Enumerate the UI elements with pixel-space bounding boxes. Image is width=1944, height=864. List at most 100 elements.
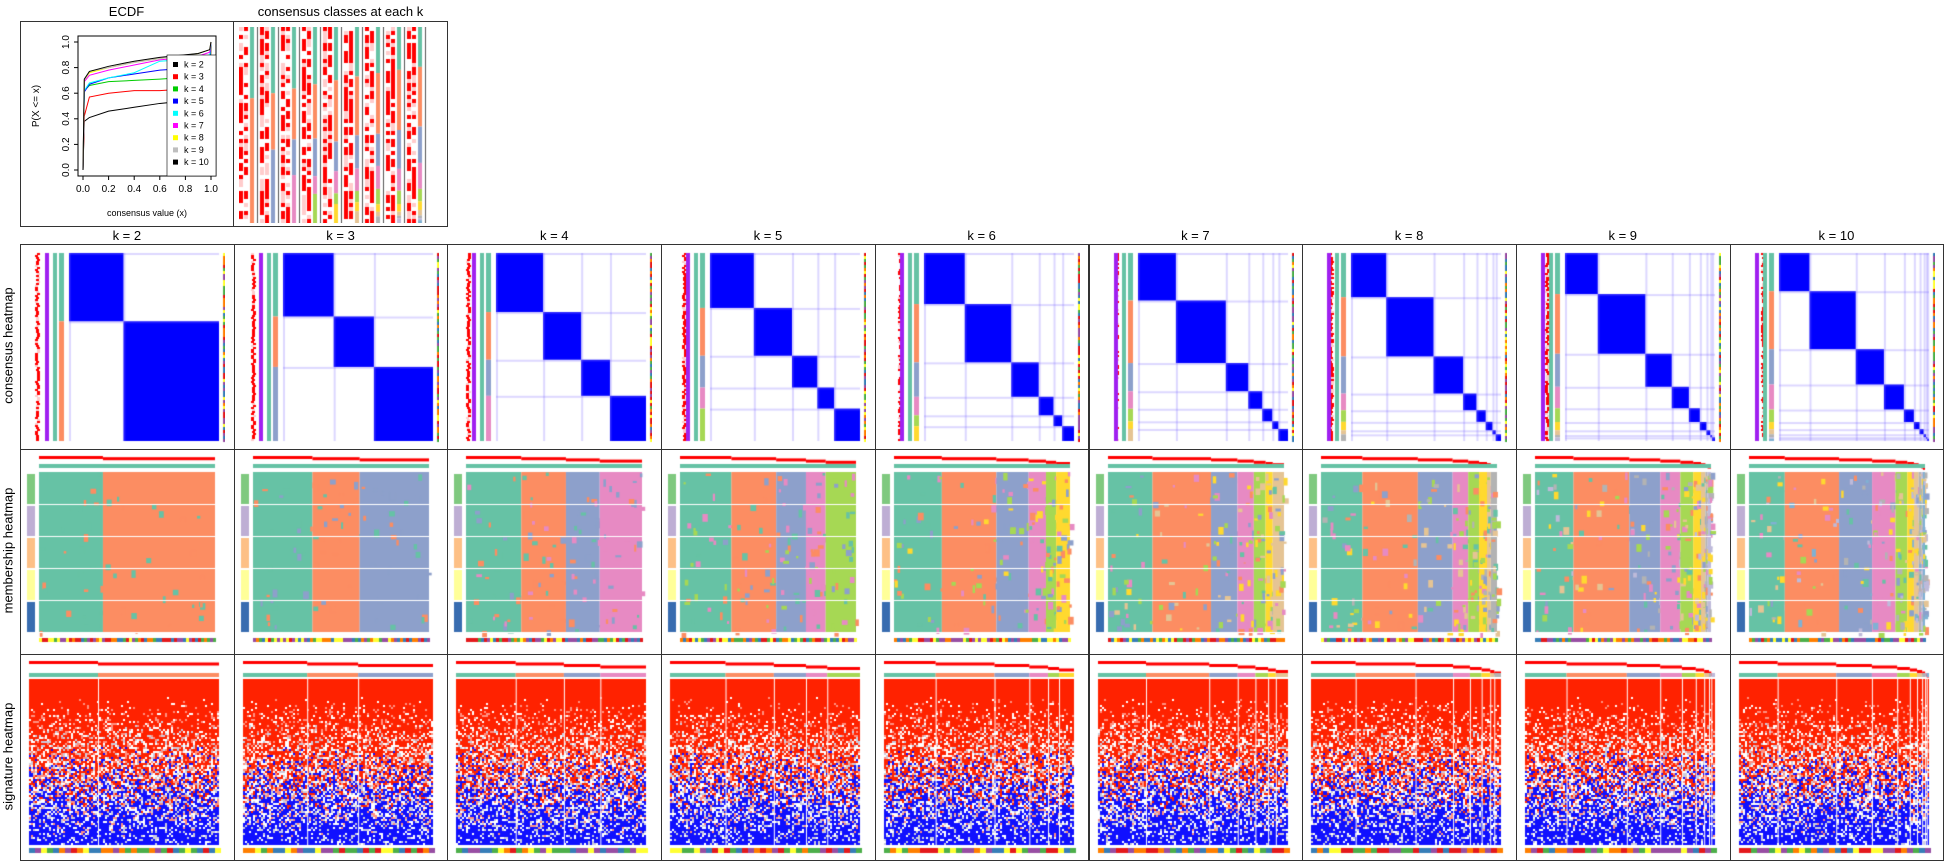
consensus-matrix-k2 [25, 249, 225, 445]
panel-title-k3: k = 3 [326, 228, 355, 243]
legend-label-k8: k = 8 [184, 133, 204, 143]
signature-heatmap-k8 [1302, 654, 1517, 861]
membership-matrix-k10 [1734, 454, 1935, 650]
membership-heatmap-k2 [20, 449, 235, 655]
consensus-matrix-k5 [666, 249, 867, 445]
consensus-heatmap-k5 [661, 244, 876, 450]
legend-swatch-k4 [173, 86, 178, 92]
signature-matrix-k8 [1307, 659, 1508, 856]
y-axis-label: P(X <= x) [31, 85, 42, 127]
membership-matrix-k9 [1520, 454, 1721, 650]
panel-title-k2: k = 2 [112, 228, 142, 243]
y-tick-label: 1.0 [61, 35, 72, 49]
consensus-heatmap-k2 [20, 244, 235, 450]
ecdf-line-k7 [82, 41, 212, 171]
membership-heatmap-k7 [1088, 449, 1304, 655]
x-tick-label: 0.0 [76, 184, 90, 195]
signature-matrix-k9 [1520, 659, 1721, 856]
membership-matrix-k6 [879, 454, 1080, 650]
consensus-heatmap-k6 [874, 244, 1090, 450]
legend-swatch-k3 [173, 74, 178, 80]
legend-label-k10: k = 10 [184, 157, 209, 167]
membership-matrix-k8 [1307, 454, 1508, 650]
consensus-matrix-k4 [452, 249, 653, 445]
signature-matrix-k5 [666, 659, 867, 856]
panel-title-k5: k = 5 [753, 228, 783, 243]
membership-heatmap-k8 [1302, 449, 1517, 655]
membership-matrix-k4 [452, 454, 653, 650]
y-tick-label: 0.8 [61, 60, 72, 74]
panel-title-k7: k = 7 [1181, 228, 1210, 243]
legend-swatch-k6 [173, 110, 178, 116]
consensus-classes-panel [233, 21, 448, 227]
classes-title: consensus classes at each k [257, 4, 424, 19]
consensus-matrix-k6 [879, 249, 1080, 445]
legend-label-k6: k = 6 [184, 108, 204, 118]
consensus-matrix-k3 [238, 249, 439, 445]
x-axis-label: consensus value (x) [107, 208, 187, 218]
membership-matrix-k3 [238, 454, 439, 650]
panel-title-k8: k = 8 [1394, 228, 1424, 243]
legend-label-k7: k = 7 [184, 121, 204, 131]
legend-swatch-k8 [173, 135, 178, 141]
row-label-signature: signature heatmap [0, 702, 16, 811]
row-label-consensus: consensus heatmap [0, 287, 16, 404]
consensus-heatmap-k8 [1302, 244, 1517, 450]
y-tick-label: 0.2 [61, 137, 72, 151]
membership-heatmap-k9 [1515, 449, 1731, 655]
signature-matrix-k4 [452, 659, 653, 856]
membership-heatmap-k4 [447, 449, 663, 655]
membership-heatmap-k3 [233, 449, 449, 655]
x-tick-label: 0.2 [102, 184, 116, 195]
ecdf-title: ECDF [108, 4, 145, 19]
x-tick-label: 0.8 [178, 184, 192, 195]
consensus-matrix-k9 [1520, 249, 1721, 445]
legend-label-k3: k = 3 [184, 72, 204, 82]
consensus-heatmap-k3 [233, 244, 449, 450]
legend-swatch-k2 [173, 62, 178, 67]
membership-heatmap-k10 [1729, 449, 1944, 655]
consensus-matrix-k8 [1307, 249, 1508, 445]
legend-swatch-k5 [173, 98, 178, 104]
signature-heatmap-k7 [1088, 654, 1304, 861]
legend-swatch-k10 [173, 159, 178, 165]
membership-matrix-k7 [1093, 454, 1294, 650]
consensus-classes-heatmap [239, 27, 439, 223]
consensus-matrix-k10 [1734, 249, 1935, 445]
signature-matrix-k3 [238, 659, 439, 856]
row-label-membership: membership heatmap [0, 487, 16, 614]
signature-heatmap-k6 [874, 654, 1090, 861]
consensus-heatmap-k9 [1515, 244, 1731, 450]
x-tick-label: 0.6 [153, 184, 167, 195]
signature-heatmap-k5 [661, 654, 876, 861]
panel-title-k10: k = 10 [1818, 228, 1855, 243]
consensus-heatmap-k4 [447, 244, 663, 450]
legend-swatch-k7 [173, 123, 178, 128]
y-tick-label: 0.0 [61, 163, 72, 177]
signature-matrix-k7 [1093, 659, 1294, 856]
legend-label-k9: k = 9 [184, 145, 204, 155]
membership-heatmap-k5 [661, 449, 876, 655]
x-tick-label: 1.0 [204, 184, 218, 195]
y-tick-label: 0.6 [61, 86, 72, 100]
consensus-matrix-k7 [1093, 249, 1294, 445]
membership-matrix-k2 [25, 454, 225, 650]
signature-heatmap-k2 [20, 654, 235, 861]
panel-title-k6: k = 6 [967, 228, 996, 243]
legend-label-k4: k = 4 [184, 84, 204, 94]
legend-swatch-k9 [173, 147, 178, 153]
legend-label-k5: k = 5 [184, 96, 204, 106]
signature-matrix-k10 [1734, 659, 1935, 856]
panel-title-k9: k = 9 [1608, 228, 1637, 243]
consensus-heatmap-k10 [1729, 244, 1944, 450]
membership-matrix-k5 [666, 454, 867, 650]
ecdf-line-k10 [82, 41, 212, 171]
signature-heatmap-k3 [233, 654, 449, 861]
membership-heatmap-k6 [874, 449, 1090, 655]
signature-heatmap-k10 [1729, 654, 1944, 861]
ecdf-chart: 0.0 0.2 0.4 0.6 0.8 1.0 0.0 0.2 0.4 0.6 0.8 1.0 cons… [31, 35, 218, 218]
ecdf-panel: 0.0 0.2 0.4 0.6 0.8 1.0 0.0 0.2 0.4 0.6 0.8 1.0 cons… [20, 21, 234, 227]
signature-heatmap-k9 [1515, 654, 1731, 861]
signature-matrix-k6 [879, 659, 1080, 856]
